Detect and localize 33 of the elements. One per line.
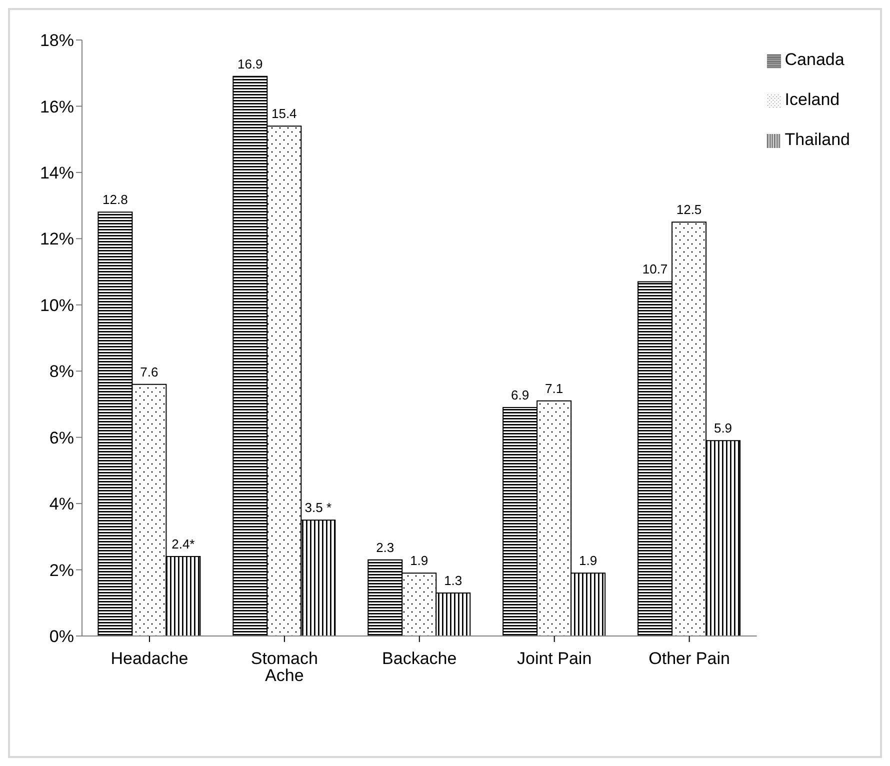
data-label: 12.8 [102, 192, 128, 208]
y-tick-label: 4% [49, 494, 74, 514]
y-tick-label: 12% [40, 230, 74, 249]
x-tick-label: Joint Pain [517, 649, 592, 668]
data-label: 5.9 [714, 420, 732, 436]
data-label: 3.5 * [304, 500, 332, 516]
data-label: 2.4* [172, 536, 195, 552]
data-label: 1.3 [444, 572, 462, 588]
data-label: 6.9 [511, 388, 530, 403]
data-label: 1.9 [410, 553, 428, 568]
legend-label: Thailand [784, 130, 850, 149]
data-label: 7.6 [140, 364, 158, 380]
legend-label: Iceland [784, 90, 840, 109]
data-label: 16.9 [237, 56, 263, 72]
y-tick-label: 2% [49, 560, 74, 580]
legend-label: Canada [784, 50, 844, 69]
data-label: 15.4 [271, 106, 297, 122]
y-tick-label: 6% [49, 428, 74, 448]
x-tick-label: Headache [110, 649, 188, 668]
x-tick-label: Other Pain [648, 649, 730, 668]
y-tick-label: 16% [40, 97, 74, 116]
y-tick-label: 8% [49, 362, 74, 382]
y-tick-label: 10% [40, 296, 74, 315]
data-label: 7.1 [545, 380, 564, 396]
y-tick-label: 0% [49, 627, 74, 646]
y-tick-label: 14% [40, 163, 74, 182]
data-label: 1.9 [579, 553, 598, 568]
data-label: 10.7 [642, 262, 668, 277]
y-tick-label: 18% [40, 31, 74, 50]
x-tick-label: Stomach Ache [250, 649, 318, 686]
x-tick-label: Backache [382, 649, 457, 668]
data-label: 2.3 [376, 540, 394, 555]
data-label: 12.5 [676, 202, 702, 218]
